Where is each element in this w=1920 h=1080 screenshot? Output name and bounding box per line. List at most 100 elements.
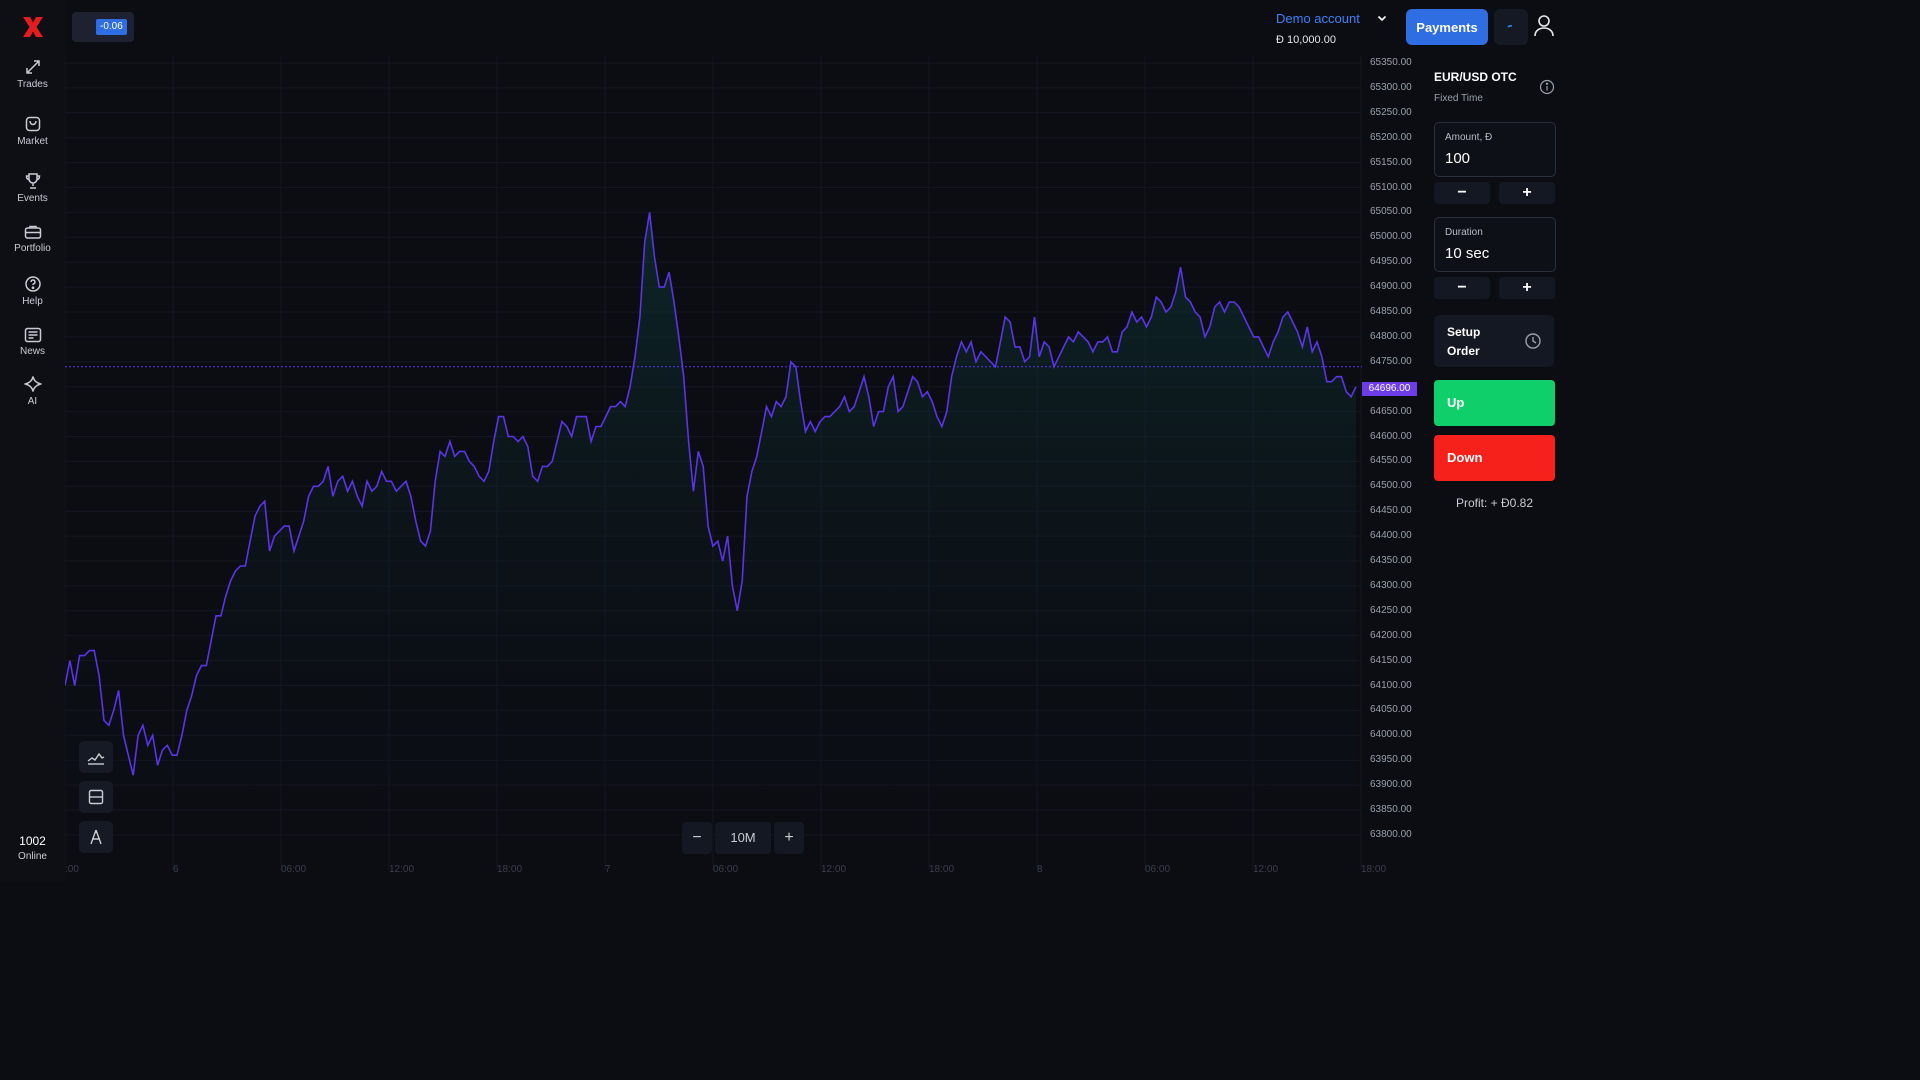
x-tick-label: 18:00	[497, 864, 523, 875]
trophy-icon	[25, 173, 40, 189]
y-tick-label: 65200.00	[1370, 131, 1412, 143]
down-button[interactable]: Down	[1434, 435, 1555, 481]
x-tick-label: 6	[173, 864, 179, 875]
amount-increase-button[interactable]: +	[1499, 182, 1555, 204]
price-area-fill	[65, 212, 1356, 870]
setup-order-button[interactable]: Setup Order	[1434, 315, 1554, 367]
online-label: Online	[18, 851, 47, 862]
info-icon[interactable]	[1539, 79, 1555, 95]
loading-indicator	[1494, 9, 1528, 45]
x-tick-label: 12:00	[1253, 864, 1279, 875]
news-icon	[24, 327, 41, 343]
zoom-out-button[interactable]: −	[682, 822, 712, 854]
duration-decrease-button[interactable]: −	[1434, 277, 1490, 299]
user-profile-icon[interactable]	[1533, 14, 1555, 38]
y-tick-label: 64500.00	[1370, 480, 1412, 492]
trades-arrows-icon	[25, 60, 40, 74]
y-tick-label: 64750.00	[1370, 355, 1412, 367]
y-tick-label: 65050.00	[1370, 206, 1412, 218]
sidebar-item-label: News	[19, 346, 45, 357]
y-tick-label: 64050.00	[1370, 704, 1412, 716]
x-logo[interactable]	[20, 14, 46, 40]
sidebar-item-market[interactable]: Market	[0, 115, 65, 147]
sidebar-item-help[interactable]: Help	[0, 275, 65, 307]
sidebar-item-portfolio[interactable]: Portfolio	[0, 224, 65, 254]
x-tick-label: 06:00	[281, 864, 307, 875]
duration-increase-button[interactable]: +	[1499, 277, 1555, 299]
y-tick-label: 64000.00	[1370, 729, 1412, 741]
y-tick-label: 64900.00	[1370, 281, 1412, 293]
account-balance: Đ 10,000.00	[1276, 34, 1336, 46]
y-tick-label: 64550.00	[1370, 455, 1412, 467]
y-tick-label: 63950.00	[1370, 754, 1412, 766]
briefcase-icon	[24, 225, 41, 239]
setup-order-label: Setup Order	[1447, 325, 1481, 358]
up-label: Up	[1447, 395, 1465, 410]
y-tick-label: 65150.00	[1370, 156, 1412, 168]
x-tick-label: 7	[605, 864, 611, 875]
sidebar-item-ai[interactable]: AI	[0, 375, 65, 407]
up-button[interactable]: Up	[1434, 380, 1555, 426]
y-tick-label: 64150.00	[1370, 654, 1412, 666]
account-selector[interactable]: Demo account Đ 10,000.00	[1276, 10, 1387, 46]
sidebar-item-label: AI	[27, 396, 38, 407]
y-tick-label: 65000.00	[1370, 231, 1412, 243]
layout-button[interactable]	[79, 781, 113, 813]
y-tick-label: 65300.00	[1370, 81, 1412, 93]
profit-text: Profit: + Đ0.82	[1455, 496, 1534, 510]
asset-name[interactable]: EUR/USD OTC	[1434, 70, 1517, 84]
amount-decrease-button[interactable]: −	[1434, 182, 1490, 204]
x-tick-label: 8	[1037, 864, 1043, 875]
amount-field[interactable]: Amount, Đ 100	[1434, 122, 1556, 177]
y-tick-label: 63800.00	[1370, 828, 1412, 840]
zoom-in-button[interactable]: +	[774, 822, 804, 854]
help-icon	[24, 276, 41, 292]
online-count: 1002	[19, 834, 46, 848]
price-line	[65, 212, 1357, 776]
x-tick-label: :00	[65, 864, 79, 875]
payments-button[interactable]: Payments	[1406, 9, 1488, 45]
y-tick-label: 64200.00	[1370, 629, 1412, 641]
down-label: Down	[1447, 450, 1483, 465]
y-tick-label: 65250.00	[1370, 106, 1412, 118]
y-tick-label: 64650.00	[1370, 405, 1412, 417]
y-tick-label: 64250.00	[1370, 604, 1412, 616]
chart-type-button[interactable]	[79, 741, 113, 773]
sidebar-item-news[interactable]: News	[0, 327, 65, 357]
y-tick-label: 64800.00	[1370, 330, 1412, 342]
x-tick-label: 18:00	[1361, 864, 1387, 875]
amount-value[interactable]: 100	[1445, 150, 1471, 167]
sidebar-item-label: Help	[22, 296, 43, 307]
spinner-icon	[1507, 25, 1513, 28]
y-tick-label: 63850.00	[1370, 804, 1412, 815]
clock-icon	[1525, 333, 1541, 349]
sidebar-item-label: Portfolio	[14, 243, 51, 254]
sidebar-item-events[interactable]: Events	[0, 172, 65, 204]
sidebar-item-label: Events	[17, 193, 48, 204]
sidebar-item-label: Trades	[17, 79, 48, 90]
chevron-down-icon	[1377, 15, 1387, 22]
x-tick-label: 12:00	[389, 864, 415, 875]
duration-field[interactable]: Duration 10 sec	[1434, 217, 1556, 272]
price-chart[interactable]	[65, 55, 1362, 870]
online-counter: 1002 Online	[0, 834, 65, 862]
sparkle-icon	[23, 376, 42, 392]
y-tick-label: 65350.00	[1370, 57, 1412, 68]
drawing-tools-button[interactable]	[79, 821, 113, 853]
y-tick-label: 64100.00	[1370, 679, 1412, 691]
y-tick-label: 64350.00	[1370, 555, 1412, 566]
y-tick-label: 64400.00	[1370, 530, 1412, 542]
duration-value[interactable]: 10 sec	[1445, 245, 1490, 262]
x-tick-label: 18:00	[929, 864, 955, 875]
y-tick-label: 64950.00	[1370, 256, 1412, 268]
amount-label: Amount, Đ	[1445, 132, 1493, 143]
price-change-badge: -0.06	[96, 19, 127, 35]
x-tick-label: 12:00	[821, 864, 847, 875]
y-tick-label: 65100.00	[1370, 181, 1412, 193]
line-chart-icon	[87, 752, 105, 765]
shopping-bag-icon	[25, 116, 40, 132]
sidebar-item-trades[interactable]: Trades	[0, 58, 65, 90]
price-change-widget[interactable]: -0.06	[72, 12, 134, 42]
layout-icon	[88, 789, 104, 805]
asset-type: Fixed Time	[1434, 93, 1483, 104]
